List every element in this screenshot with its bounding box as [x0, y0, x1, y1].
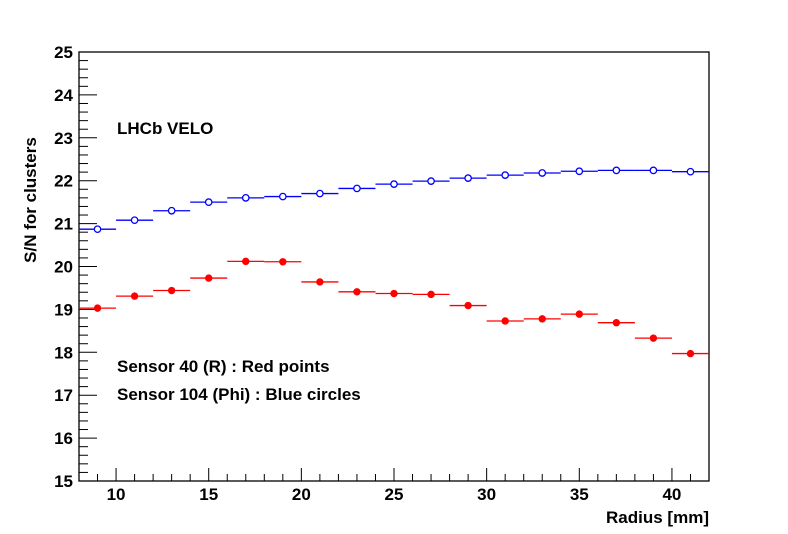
data-point: [205, 274, 213, 282]
plot-frame: [78, 51, 710, 482]
data-point: [575, 310, 583, 318]
data-point: [612, 318, 621, 327]
data-point: [316, 189, 324, 198]
data-point: [204, 198, 213, 206]
series-blue: [79, 166, 709, 234]
series-layer: [79, 166, 709, 358]
data-point: [464, 301, 472, 310]
y-tick-label: 19: [54, 300, 73, 319]
data-point: [501, 171, 510, 179]
data-point: [130, 292, 139, 300]
data-point: [241, 194, 250, 202]
y-tick-label: 15: [54, 472, 73, 491]
y-tick-label: 16: [54, 429, 73, 448]
series-red: [79, 257, 709, 358]
data-point: [538, 169, 547, 177]
data-point: [353, 288, 361, 296]
data-point: [167, 286, 176, 295]
data-point: [130, 216, 139, 225]
y-tick-label: 23: [54, 129, 73, 148]
x-tick-label: 40: [662, 485, 681, 504]
data-point: [390, 289, 398, 298]
data-point: [93, 304, 102, 312]
legend-line-blue: Sensor 104 (Phi) : Blue circles: [117, 385, 361, 404]
data-point: [390, 180, 398, 188]
experiment-label: LHCb VELO: [117, 119, 213, 138]
y-tick-label: 24: [54, 86, 73, 105]
legend-line-red: Sensor 40 (R) : Red points: [117, 357, 330, 376]
y-tick-label: 20: [54, 258, 73, 277]
y-tick-labels: 15 16 17 18 19 20 21 22 23 24 25: [54, 43, 73, 491]
data-point: [427, 177, 435, 185]
x-tick-label: 30: [477, 485, 496, 504]
data-point: [427, 290, 435, 299]
y-tick-label: 21: [54, 215, 73, 234]
data-point: [353, 184, 361, 193]
data-point: [649, 166, 658, 175]
data-point: [464, 174, 472, 182]
x-tick-label: 10: [107, 485, 126, 504]
data-point: [575, 167, 584, 176]
x-tick-label: 25: [385, 485, 404, 504]
y-tick-label: 25: [54, 43, 73, 62]
data-point: [167, 206, 176, 215]
x-tick-labels: 10 15 20 25 30 35 40: [107, 485, 682, 504]
y-tick-label: 22: [54, 172, 73, 191]
axis-ticks: [78, 51, 710, 482]
data-point: [649, 334, 658, 342]
y-tick-label: 17: [54, 386, 73, 405]
data-point: [278, 192, 287, 201]
data-point: [279, 258, 287, 266]
data-point: [242, 257, 250, 266]
data-point: [686, 167, 695, 176]
data-point: [538, 315, 546, 323]
x-axis-title: Radius [mm]: [606, 508, 709, 527]
data-point: [612, 166, 621, 175]
x-tick-label: 15: [199, 485, 218, 504]
y-tick-label: 18: [54, 343, 73, 362]
x-tick-label: 35: [570, 485, 589, 504]
y-axis-title: S/N for clusters: [21, 137, 40, 263]
data-point: [686, 349, 695, 358]
x-tick-label: 20: [292, 485, 311, 504]
data-point: [501, 317, 509, 325]
data-point: [93, 225, 102, 234]
data-point: [316, 278, 324, 286]
